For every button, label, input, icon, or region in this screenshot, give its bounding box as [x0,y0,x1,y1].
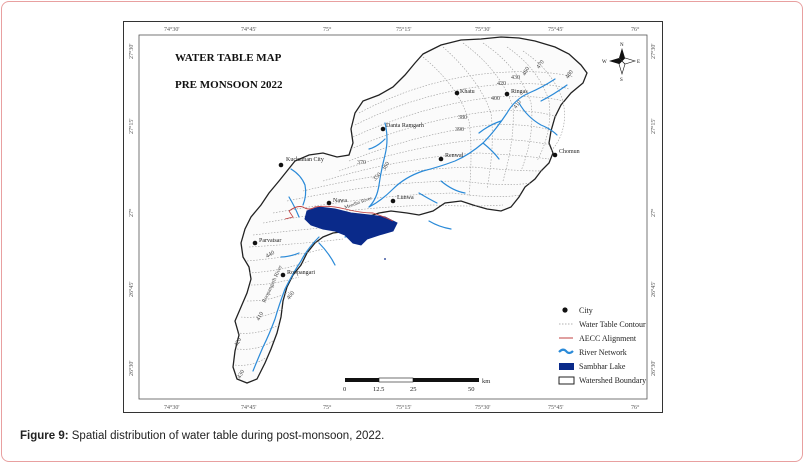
river-network-icon [558,348,574,355]
contour-label: 350 [372,172,383,183]
coord-right: 26°30' [650,361,657,376]
city-label: Kuchaman City [286,157,324,163]
compass-rose: N S E W [602,43,640,83]
city-dot-icon [562,307,568,313]
coord-top: 74°30' [164,26,179,33]
aecc-alignment [288,205,394,222]
contour-label: 420 [497,81,506,87]
inner-neatline [138,34,648,400]
coord-top: 75°45' [548,26,563,33]
contour-label: 360 [382,161,392,172]
city-dot [380,126,386,132]
coord-left: 27°30' [128,44,135,59]
scale-tick: 25 [410,386,417,393]
legend: City Water Table Contour AECC Alignment … [558,306,646,385]
contour-label: 470 [536,59,546,70]
coord-right: 26°45' [650,282,657,297]
contour-label: 480 [565,69,575,80]
coord-bottom: 75°30' [475,404,490,411]
coord-top: 75°15' [396,26,411,33]
contour-label: 400 [491,96,500,102]
coord-right: 27° [650,208,657,217]
coord-right: 27°30' [650,44,657,59]
coord-bottom: 75°15' [396,404,411,411]
city-dot [278,162,284,168]
coord-top: 76° [631,26,640,33]
city-dot [252,240,258,246]
city-label: Danta Ramgarh [386,123,424,129]
city-dot [454,90,460,96]
coord-bottom: 75° [323,404,332,411]
city-dot [504,91,510,97]
contour-label: 370 [357,160,366,166]
coord-left: 26°30' [128,361,135,376]
compass-n: N [620,43,624,48]
city-dot [552,152,558,158]
sambhar-lake [304,206,398,246]
north-arrow-icon [619,48,625,61]
contour-label: 430 [511,75,520,81]
scale-unit: km [482,378,490,385]
scale-tick: 50 [468,386,475,393]
contour-label: 410 [513,99,523,110]
coord-top: 74°45' [241,26,256,33]
city-markers: Khatu Ringas Danta Ramgarh Renwal Chomun… [252,89,580,278]
contour-label: 460 [522,66,532,77]
scale-bar: 0 12.5 25 50 km [343,377,490,393]
city-dot [390,198,396,204]
map-subtitle: PRE MONSOON 2022 [175,79,283,91]
scale-tick: 0 [343,386,346,393]
coord-bottom: 76° [631,404,640,411]
legend-label: City [579,306,593,315]
coord-left: 27° [128,208,135,217]
compass-e: E [637,60,640,65]
coord-left: 27°15' [128,119,135,134]
compass-w: W [602,60,607,65]
coord-top: 75° [323,26,332,33]
legend-label: Watershed Boundary [579,376,646,385]
legend-label: River Network [579,348,627,357]
coord-bottom: 75°45' [548,404,563,411]
city-dot [438,156,444,162]
contour-label: 420 [234,337,244,348]
contour-label: 390 [455,127,464,133]
contour-label: 400 [286,291,296,302]
water-table-map: 74°30' 74°45' 75° 75°15' 75°30' 75°45' 7… [128,26,657,411]
city-dot [280,272,286,278]
figure-caption: Figure 9: Spatial distribution of water … [20,430,384,442]
caption-text: Spatial distribution of water table duri… [68,430,385,442]
city-label: Khatu [460,89,475,95]
contour-label: 380 [458,115,467,121]
caption-label: Figure 9: [20,430,69,442]
map-title: WATER TABLE MAP [175,52,282,64]
city-label: Chomun [559,149,580,155]
compass-s: S [620,78,623,83]
city-label: Lunwa [397,195,414,201]
coord-left: 26°45' [128,282,135,297]
legend-label: Water Table Contour [579,320,646,329]
city-label: Ringas [511,89,528,95]
lake-fill-icon [559,363,574,370]
contour-label: 440 [265,250,276,260]
city-label: Roopangari [287,270,315,276]
city-label: Renwal [445,153,464,159]
contour-label: 430 [237,369,247,380]
coord-top: 75°30' [475,26,490,33]
coord-bottom: 74°45' [241,404,256,411]
coord-right: 27°15' [650,119,657,134]
legend-label: AECC Alignment [579,334,637,343]
legend-label: Sambhar Lake [579,362,626,371]
scale-tick: 12.5 [373,386,384,393]
city-label: Parvatsar [259,238,281,244]
boundary-box-icon [558,376,575,385]
coord-bottom: 74°30' [164,404,179,411]
city-label: Nawa [333,198,347,204]
watershed-boundary [232,36,588,384]
city-dot [326,200,332,206]
contour-label: 410 [256,311,266,322]
